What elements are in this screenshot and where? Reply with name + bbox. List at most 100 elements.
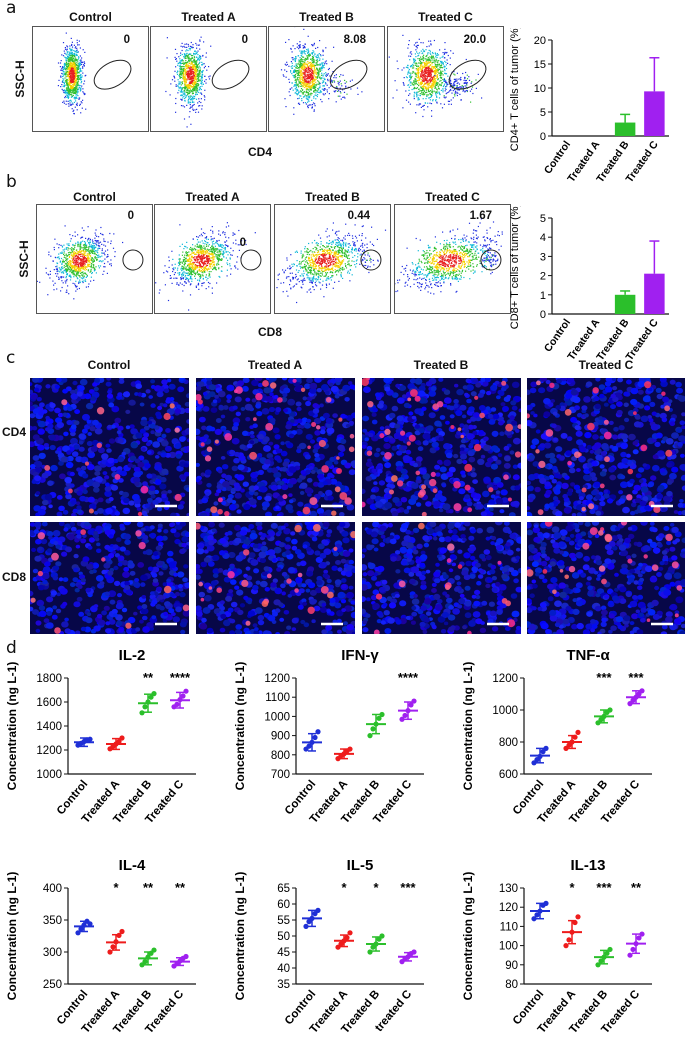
scatter-y-tick: 55 [277,915,290,927]
bar-y-tick: 4 [540,232,546,244]
data-point [566,937,572,943]
significance-stars: * [341,880,347,895]
scatter-y-tick: 90 [505,960,518,972]
flow-a-y-axis-label: SSC-H [13,60,27,98]
scatter-il13: IL-13 80 90 100 110 120 130 Concentration (ng L… [461,857,652,1036]
data-point [303,923,309,929]
flow-a-plot-control [32,26,149,132]
scatter-y-tick: 130 [499,883,518,895]
bar-y-tick: 2 [540,271,546,283]
positive-cells [196,378,355,516]
data-point [575,729,581,735]
data-point [151,947,157,953]
nuclei [362,522,521,634]
scatter-y-label: Concentration (ng L-1) [5,662,19,791]
micrograph-cd4-treated-c [527,378,685,516]
flow-dots [388,34,483,118]
nuclei [196,378,355,516]
scatter-y-tick: 1200 [264,673,290,685]
scatter-y-tick: 80 [505,979,518,991]
scatter-title: IL-2 [119,647,146,664]
flow-gate [480,249,502,271]
data-point [367,949,373,955]
scatter-y-tick: 35 [277,979,290,991]
data-point [119,928,125,935]
flow-dots [165,36,212,128]
data-point [379,711,385,718]
scatter-y-tick: 600 [499,769,518,781]
data-point [595,962,601,968]
data-point [367,733,373,739]
flow-b-plot-treated-b [274,204,391,314]
data-point [347,930,353,936]
flow-gate [211,59,250,90]
data-point [543,745,549,751]
scatter-y-label: Concentration (ng L-1) [461,662,475,791]
data-point [347,746,353,752]
data-point [604,950,610,956]
data-point [151,691,157,697]
bar [644,91,665,136]
flow-b-gate-value-treated-c: 1.67 [469,210,492,222]
flow-a-gate-value-treated-a: 0 [241,34,248,46]
flow-gate [329,59,368,90]
scatter-y-tick: 100 [499,941,518,953]
flow-a-gate-value-treated-c: 20.0 [463,34,486,46]
data-point [569,929,575,935]
flow-a-title-treated-b: Treated B [299,10,354,24]
data-point [183,953,189,960]
micrograph-cd4-treated-b [362,378,521,516]
significance-stars: *** [596,670,612,685]
micrograph-cd8-control [30,522,189,634]
flow-b-plot-control [36,204,153,314]
flow-b-title-treated-a: Treated A [185,190,240,204]
data-point [309,915,315,921]
bar-y-label: CD4+ T cells of tumor (%) [509,28,521,151]
data-point [630,946,636,953]
panel-label-a: a [6,0,17,18]
significance-stars: ** [143,670,154,685]
significance-stars: * [113,880,119,895]
scatter-y-tick: 45 [277,947,290,959]
flow-a-gate-value-treated-b: 8.08 [343,34,366,46]
bar [644,273,665,314]
flow-a-title-treated-c: Treated C [418,10,473,24]
bar-y-tick: 3 [540,251,546,263]
data-point [633,941,639,947]
nuclei [527,522,685,634]
data-point [543,900,549,906]
significance-stars: *** [628,670,644,685]
significance-stars: **** [170,670,191,685]
data-point [116,932,122,938]
data-point [405,708,411,714]
micro-col-treated-a: Treated A [247,358,303,372]
data-point [373,941,379,947]
bar-y-tick: 0 [540,309,546,321]
scatter-y-tick: 1000 [36,769,62,781]
data-point [145,699,151,705]
data-point [607,707,613,713]
data-point [113,939,119,945]
flow-b-gate-value-treated-a: 0 [239,237,246,249]
data-point [373,721,379,727]
scatter-title: IFN-γ [341,647,379,664]
data-point [411,698,417,704]
flow-a-title-control: Control [69,10,112,24]
significance-stars: ** [631,880,642,895]
bar-y-label: CD8+ T cells of tumor (%) [509,206,521,329]
scatter-il2: IL-2 1000 1200 1400 1600 1800 Concentration (n… [5,647,196,826]
flow-dots [395,218,503,295]
scatter-y-tick: 250 [43,979,62,991]
data-point [569,739,575,745]
data-point [636,935,642,941]
data-point [639,688,645,694]
data-point [148,694,154,700]
scatter-y-tick: 65 [277,883,290,895]
nuclei [30,522,189,634]
micro-col-treated-c: Treated C [578,358,634,372]
scatter-y-tick: 1100 [265,692,290,704]
data-point [563,943,569,949]
flow-b-title-treated-c: Treated C [425,190,480,204]
bar-x-label: Control [542,139,573,177]
bar-y-tick: 5 [540,213,546,225]
